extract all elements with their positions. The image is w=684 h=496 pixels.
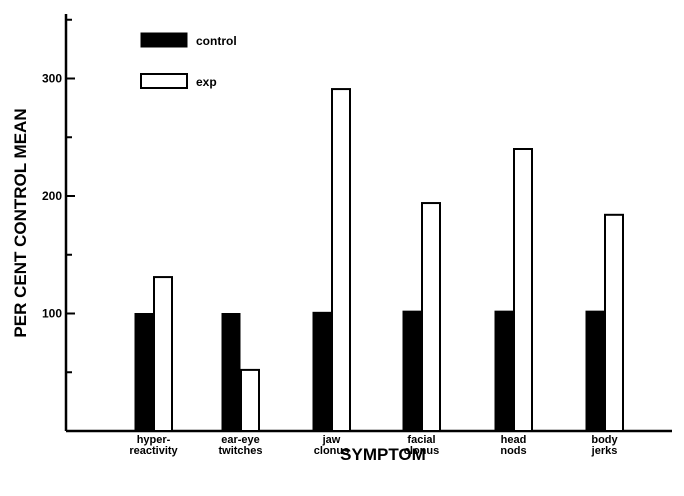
bar-exp [153, 276, 173, 433]
bar-exp [604, 213, 624, 432]
x-tick-label-line: nods [500, 445, 526, 457]
labels: 100 200 300 PER CENT CONTROL MEAN SYMPTOM hyp… [11, 72, 619, 465]
bar-control [312, 311, 332, 432]
bar-control [494, 310, 514, 432]
legend-label-control: control [196, 34, 237, 48]
x-tick-label: body jerks [591, 434, 619, 457]
y-tick-label: 100 [42, 307, 62, 321]
legend-swatch-control [140, 32, 188, 48]
bars [134, 88, 624, 433]
x-tick-label-line: clonus [404, 445, 439, 457]
x-axis-title: SYMPTOM [340, 445, 426, 464]
x-tick-label: facial clonus [404, 434, 439, 457]
x-tick-label: hyper-reactivity [129, 434, 178, 457]
bar-control [585, 310, 605, 432]
bar-exp [513, 148, 533, 432]
bar-control [134, 313, 154, 432]
y-axis-title: PER CENT CONTROL MEAN [11, 108, 30, 337]
x-tick-label-line: jerks [591, 445, 618, 457]
bar-exp [421, 202, 441, 432]
x-tick-label-line: ear-eye [221, 434, 260, 446]
x-tick-label: ear-eye twitches [218, 434, 262, 457]
x-tick-label-line: facial [407, 434, 435, 446]
y-tick-label: 200 [42, 189, 62, 203]
x-tick-label-line: head [501, 434, 527, 446]
legend: control exp [140, 32, 237, 89]
x-tick-label: jaw clonus [314, 434, 349, 457]
legend-label-exp: exp [196, 75, 217, 89]
legend-swatch-exp [140, 73, 188, 89]
x-tick-label: head nods [500, 434, 526, 457]
y-tick-label: 300 [42, 72, 62, 86]
bar-control [221, 313, 241, 432]
x-tick-label-line: body [591, 434, 618, 446]
x-tick-label-line: twitches [218, 445, 262, 457]
bar-exp [240, 368, 260, 432]
x-tick-label-line: clonus [314, 445, 349, 457]
x-tick-label-line: jaw [322, 434, 341, 446]
bar-exp [331, 88, 351, 432]
x-tick-label-line: hyper- [137, 434, 171, 446]
x-tick-label-line: reactivity [129, 445, 178, 457]
bar-control [402, 310, 422, 432]
